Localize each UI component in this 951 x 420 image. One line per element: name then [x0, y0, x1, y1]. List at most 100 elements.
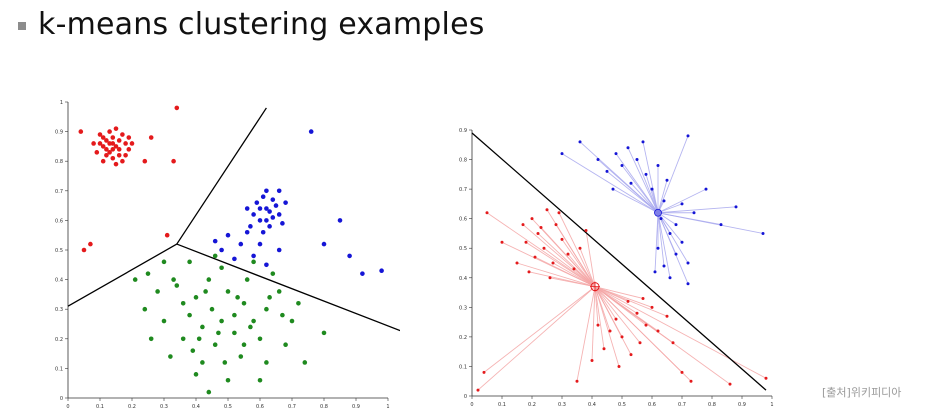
red-data-point [100, 158, 106, 164]
red-data-point [485, 211, 489, 215]
red-data-point [536, 231, 540, 235]
red-data-point [617, 364, 621, 368]
assignment-line [657, 212, 671, 278]
green-data-point [280, 312, 285, 318]
red-data-point [539, 226, 543, 230]
green-data-point [232, 330, 237, 336]
blue-data-point [225, 232, 231, 238]
red-data-point [110, 135, 116, 140]
y-tick-label: 0.8 [55, 159, 63, 165]
assignment-line [540, 227, 596, 287]
kmeans-chart-right: 0 0.1 0.2 0.3 0.4 0.5 0.6 0.7 0.8 0.9 1 0 0.1 0.2 0.3 0… [459, 128, 774, 408]
blue-data-point [270, 215, 276, 220]
green-data-point [206, 389, 212, 395]
red-data-point [644, 323, 648, 327]
x-tick-label: 1 [770, 402, 773, 408]
red-data-point [500, 240, 504, 244]
green-data-point [251, 318, 256, 324]
blue-data-point [267, 224, 272, 229]
assignment-line [585, 230, 596, 287]
x-tick-label: 0.3 [160, 404, 168, 410]
green-data-point [257, 336, 263, 342]
x-tick-label: 0.6 [256, 404, 264, 410]
blue-data-point [276, 188, 282, 194]
blue-data-point [238, 241, 244, 247]
red-data-point [116, 138, 122, 143]
red-data-point [551, 261, 555, 265]
red-data-point [171, 158, 176, 164]
blue-data-point [273, 203, 279, 208]
cluster-boundary-line [176, 243, 400, 332]
assignment-line [657, 212, 689, 284]
cluster-boundary-line [471, 132, 767, 391]
red-data-point [728, 382, 732, 386]
red-data-point [527, 270, 531, 274]
assignment-line [516, 262, 596, 288]
blue-data-point [283, 200, 288, 205]
red-data-point [110, 147, 116, 152]
blue-data-point [605, 169, 609, 173]
y-tick-label: 0.5 [55, 248, 63, 254]
slide-title-row: k-means clustering examples [18, 4, 485, 44]
red-data-point [78, 129, 84, 134]
plot-area [67, 105, 400, 395]
y-tick-label: 0 [60, 396, 63, 402]
red-data-point [656, 329, 660, 333]
red-data-point [142, 158, 148, 164]
green-data-point [264, 360, 269, 365]
blue-data-point [264, 218, 269, 223]
blue-data-point [656, 163, 660, 167]
x-tick-label: 0.7 [288, 404, 296, 410]
y-tick-label: 0.6 [459, 217, 467, 223]
green-data-point [219, 318, 224, 324]
red-data-point [81, 247, 87, 253]
assignment-line [594, 286, 767, 379]
red-data-point [126, 135, 132, 140]
red-data-point [113, 144, 119, 149]
red-data-point [590, 359, 594, 363]
blue-data-point [719, 223, 723, 227]
red-data-point [97, 141, 103, 146]
red-data-point [129, 141, 135, 146]
blue-data-point [611, 187, 615, 191]
y-tick-label: 0.3 [459, 305, 467, 311]
source-credit: [출처]위키피디아 [822, 386, 902, 399]
blue-data-point [244, 206, 250, 211]
blue-data-point [668, 231, 672, 235]
assignment-line [612, 188, 659, 214]
y-tick-label: 0.7 [459, 187, 467, 193]
y-tick-label: 0.6 [55, 218, 63, 224]
assignment-line [657, 180, 668, 213]
blue-data-point [280, 221, 285, 226]
blue-data-point [248, 224, 253, 229]
red-data-point [542, 246, 546, 250]
red-data-point [100, 144, 106, 149]
y-tick-label: 1 [60, 100, 63, 106]
y-tick-label: 0.4 [55, 278, 63, 284]
blue-data-point [686, 134, 690, 138]
red-data-point [680, 370, 684, 374]
assignment-line [657, 188, 707, 214]
green-data-point [225, 377, 231, 383]
green-data-point [225, 289, 231, 294]
assignment-line [654, 212, 659, 272]
blue-data-point [659, 217, 663, 221]
green-data-point [276, 289, 282, 294]
blue-data-point [662, 199, 666, 203]
y-tick-label: 0.1 [459, 364, 467, 370]
green-data-point [203, 289, 208, 294]
assignment-line [594, 286, 605, 349]
assignment-line [579, 141, 659, 214]
blue-data-point [244, 229, 250, 235]
red-data-point [629, 353, 633, 357]
x-tick-label: 0.5 [618, 402, 626, 408]
green-data-point [251, 259, 256, 265]
assignment-line [657, 135, 689, 213]
red-data-point [104, 138, 109, 143]
red-data-point [91, 141, 96, 146]
red-data-point [110, 155, 116, 161]
blue-data-point [257, 241, 263, 247]
blue-data-point [560, 152, 564, 156]
blue-data-point [596, 158, 600, 162]
green-data-point [212, 253, 218, 259]
